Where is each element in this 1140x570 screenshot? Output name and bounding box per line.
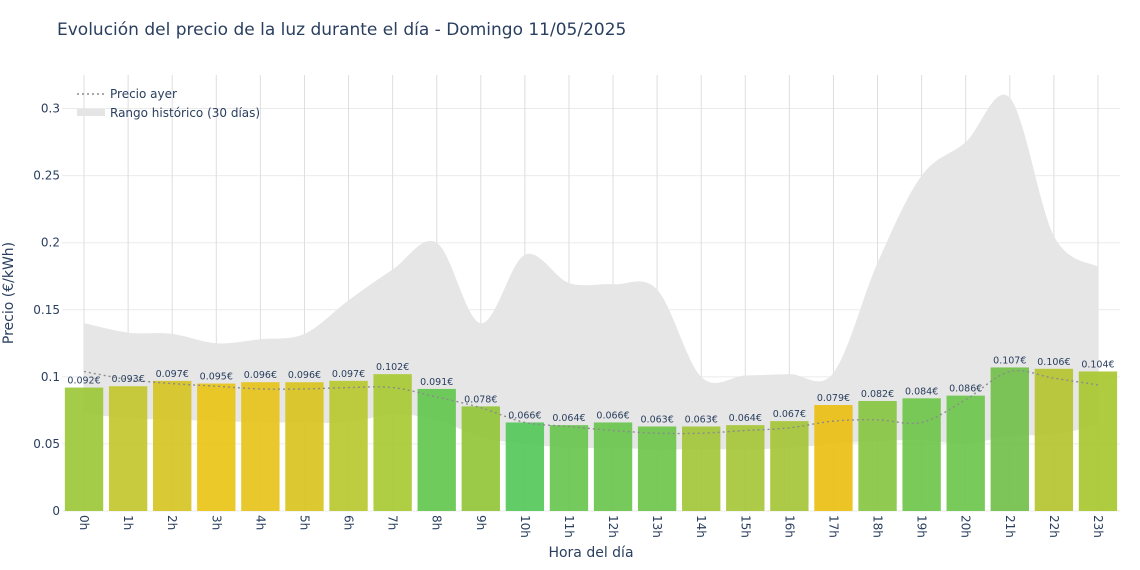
x-axis-ticks: 0h 1h 2h 3h 4h 5h 6h 7h 8h 9h 10h 11h 12h 13h 14h 15h 16…: [77, 515, 1105, 538]
bar-value-label: 0.067€: [773, 409, 806, 420]
bar-value-label: 0.063€: [641, 414, 674, 425]
bar-6h: [329, 380, 368, 511]
bar-value-label: 0.066€: [596, 410, 629, 421]
bar-2h: [153, 380, 192, 511]
historical-range-area: [84, 94, 1098, 450]
x-tick-label: 7h: [386, 515, 400, 530]
y-tick-label: 0.15: [33, 303, 60, 317]
bar-value-label: 0.107€: [993, 355, 1026, 366]
bar-value-label: 0.063€: [685, 414, 718, 425]
bar-3h: [197, 383, 236, 511]
x-tick-label: 17h: [826, 515, 840, 538]
x-tick-label: 23h: [1091, 515, 1105, 538]
bar-value-label: 0.097€: [332, 369, 365, 380]
x-tick-label: 3h: [209, 515, 223, 530]
y-tick-label: 0.3: [41, 102, 60, 116]
bar-8h: [417, 388, 456, 511]
bar-0h: [64, 387, 104, 511]
bar-15h: [726, 425, 765, 511]
bar-20h: [946, 395, 985, 511]
bar-value-label: 0.064€: [729, 413, 762, 424]
x-tick-label: 4h: [253, 515, 267, 530]
legend-band-marker: [77, 109, 105, 116]
legend: Precio ayer Rango histórico (30 días): [77, 87, 260, 120]
bar-value-label: 0.064€: [552, 413, 585, 424]
bar-value-label: 0.078€: [464, 394, 497, 405]
bar-value-label: 0.091€: [420, 377, 453, 388]
y-tick-label: 0: [52, 504, 60, 518]
x-tick-label: 22h: [1047, 515, 1061, 538]
bar-19h: [902, 398, 941, 511]
bar-13h: [637, 426, 677, 511]
bar-value-label: 0.102€: [376, 362, 409, 373]
bar-value-label: 0.066€: [508, 410, 541, 421]
x-tick-label: 5h: [297, 515, 311, 530]
y-axis-title: Precio (€/kWh): [1, 242, 17, 344]
bar-value-label: 0.097€: [156, 369, 189, 380]
bar-value-label: 0.106€: [1037, 357, 1070, 368]
bar-16h: [770, 421, 809, 511]
y-tick-label: 0.05: [33, 437, 60, 451]
y-tick-label: 0.2: [41, 236, 60, 250]
bar-value-label: 0.095€: [200, 372, 233, 383]
bar-value-label: 0.096€: [244, 370, 277, 381]
bar-value-label: 0.093€: [112, 374, 145, 385]
bar-10h: [505, 422, 545, 511]
x-tick-label: 20h: [959, 515, 973, 538]
bar-value-labels: 0.092€ 0.093€ 0.097€ 0.095€ 0.096€ 0.096€ 0.09…: [67, 355, 1114, 425]
x-tick-label: 8h: [430, 515, 444, 530]
bar-value-label: 0.079€: [817, 393, 850, 404]
bar-value-label: 0.104€: [1081, 359, 1114, 370]
bar-1h: [108, 386, 148, 511]
bar-5h: [285, 382, 324, 511]
historical-range-band: [84, 94, 1098, 450]
y-axis-ticks: 0 0.05 0.1 0.15 0.2 0.25 0.3: [33, 102, 60, 518]
x-tick-label: 9h: [474, 515, 488, 530]
x-tick-label: 12h: [606, 515, 620, 538]
x-tick-label: 14h: [694, 515, 708, 538]
x-axis-title: Hora del día: [548, 545, 633, 561]
x-tick-label: 19h: [915, 515, 929, 538]
bar-17h: [814, 405, 853, 511]
y-tick-label: 0.25: [33, 169, 60, 183]
bar-22h: [1034, 368, 1074, 511]
bars: [64, 367, 1118, 511]
bar-18h: [858, 400, 897, 511]
bar-value-label: 0.092€: [67, 376, 100, 387]
bar-value-label: 0.084€: [905, 386, 938, 397]
bar-4h: [241, 382, 280, 511]
x-tick-label: 15h: [738, 515, 752, 538]
bar-9h: [461, 406, 500, 511]
bar-12h: [593, 422, 633, 511]
x-tick-label: 1h: [121, 515, 135, 530]
x-tick-label: 11h: [562, 515, 576, 538]
x-tick-label: 6h: [342, 515, 356, 530]
x-tick-label: 0h: [77, 515, 91, 530]
x-tick-label: 10h: [518, 515, 532, 538]
x-tick-label: 21h: [1003, 515, 1017, 538]
bar-14h: [682, 426, 721, 511]
y-tick-label: 0.1: [41, 370, 60, 384]
chart-title: Evolución del precio de la luz durante e…: [57, 20, 627, 40]
bar-value-label: 0.082€: [861, 389, 894, 400]
bar-23h: [1078, 371, 1118, 511]
x-tick-label: 13h: [650, 515, 664, 538]
legend-item-rango-historico: Rango histórico (30 días): [110, 106, 260, 120]
bar-11h: [549, 425, 589, 511]
bar-7h: [373, 374, 412, 511]
bar-value-label: 0.096€: [288, 370, 321, 381]
legend-item-precio-ayer: Precio ayer: [110, 87, 177, 101]
x-tick-label: 18h: [871, 515, 885, 538]
bar-value-label: 0.086€: [949, 384, 982, 395]
bar-21h: [990, 367, 1029, 511]
x-tick-label: 16h: [782, 515, 796, 538]
x-tick-label: 2h: [165, 515, 179, 530]
